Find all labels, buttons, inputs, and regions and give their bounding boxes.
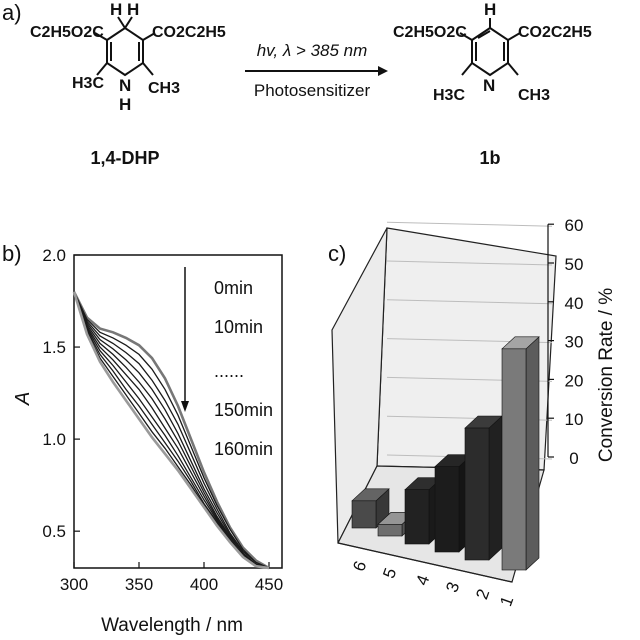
z-tick-label: 0 — [569, 449, 578, 468]
bar-6 — [351, 488, 390, 529]
reactant-name: 1,4-DHP — [90, 148, 159, 168]
reactant-ester-right: CO2C2H5 — [152, 24, 226, 41]
reaction-arrow-head — [378, 66, 388, 76]
bar-front — [464, 427, 490, 561]
bar-side — [488, 415, 503, 561]
y-tick-label: 0.5 — [42, 522, 66, 541]
panel-label-a: a) — [2, 0, 22, 25]
reactant-n-label: N — [119, 76, 131, 95]
trend-arrow-head — [181, 401, 189, 412]
spectrum-line — [73, 291, 270, 569]
bar-front — [404, 489, 430, 545]
legend-entry: 150min — [214, 400, 273, 420]
bar-1 — [501, 336, 540, 571]
product-methyl-right: CH3 — [518, 87, 550, 104]
spectrum-line — [73, 291, 270, 569]
bar-front — [377, 524, 403, 537]
reactant-methyl-right: CH3 — [148, 80, 180, 97]
grid-line — [386, 221, 553, 227]
x-tick-label: 450 — [255, 575, 283, 594]
product-n-label: N — [483, 76, 495, 95]
grid-line — [386, 299, 553, 305]
legend: 0min 10min...... 150min 160min — [214, 278, 273, 459]
reactant-structure — [94, 16, 156, 77]
series-group — [72, 291, 270, 570]
reactant-nh-label: H — [119, 95, 131, 114]
spectrum-line — [72, 291, 270, 570]
category-label: 2 — [472, 586, 493, 601]
z-axis: 0 10 20 30 40 50 60 — [547, 216, 584, 468]
product-name: 1b — [479, 148, 500, 168]
bar-2 — [464, 415, 503, 561]
product-methyl-left: H3C — [433, 87, 465, 104]
product-structure — [459, 18, 521, 77]
x-axis: 300 350 400 450 — [60, 562, 283, 594]
bar-front — [351, 500, 377, 529]
legend-entry: 0min — [214, 278, 253, 298]
legend-entry: 10min — [214, 317, 263, 337]
z-axis-label: Conversion Rate / % — [596, 288, 617, 462]
x-tick-label: 350 — [125, 575, 153, 594]
category-label: 3 — [442, 579, 463, 594]
reactant-methyl-left: H3C — [72, 75, 104, 92]
panel-label-c: c) — [328, 241, 346, 266]
z-tick-label: 10 — [565, 410, 584, 429]
reaction-scheme: a) H H C2H5O2C CO2C2H5 H3C CH3 N H 1,4-D… — [2, 0, 592, 168]
legend-entry: 160min — [214, 439, 273, 459]
y-axis-label: A — [12, 392, 34, 406]
x-tick-label: 300 — [60, 575, 88, 594]
y-tick-label: 1.5 — [42, 338, 66, 357]
category-label: 6 — [349, 558, 370, 573]
reaction-catalyst: Photosensitizer — [254, 81, 371, 100]
category-label: 4 — [412, 572, 433, 587]
z-tick-label: 20 — [565, 371, 584, 390]
bar-front — [501, 348, 527, 571]
product-h4-label: H — [484, 0, 496, 19]
y-tick-label: 2.0 — [42, 246, 66, 265]
y-tick-label: 1.0 — [42, 430, 66, 449]
x-axis-label: Wavelength / nm — [101, 615, 243, 636]
product-ester-left: C2H5O2C — [393, 24, 467, 41]
category-label: 1 — [496, 593, 517, 608]
panel-label-b: b) — [2, 241, 22, 266]
z-tick-label: 50 — [565, 255, 584, 274]
x-tick-label: 400 — [190, 575, 218, 594]
plot-frame — [73, 254, 283, 569]
spectrum-line — [72, 291, 270, 570]
spectrum-line — [73, 291, 270, 569]
reaction-conditions: hv, λ > 385 nm — [257, 41, 368, 60]
product-ester-right: CO2C2H5 — [518, 24, 592, 41]
reactant-h4-label: H H — [110, 0, 139, 19]
z-tick-label: 30 — [565, 333, 584, 352]
bar-group — [351, 336, 540, 571]
reactant-ester-left: C2H5O2C — [30, 24, 104, 41]
category-label: 5 — [379, 565, 400, 580]
front-edge — [337, 542, 513, 583]
z-tick-label: 40 — [565, 294, 584, 313]
legend-entry: ...... — [214, 361, 244, 381]
y-axis: 0.5 1.0 1.5 2.0 — [42, 246, 80, 541]
bar-front — [434, 466, 460, 553]
bar-side — [525, 336, 540, 571]
grid-line — [386, 260, 553, 266]
z-tick-label: 60 — [565, 216, 584, 235]
